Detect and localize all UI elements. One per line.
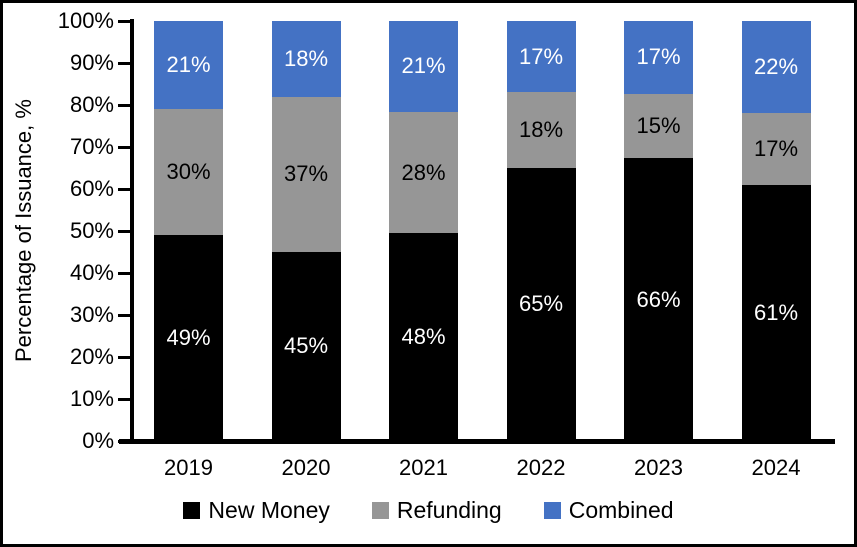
y-tick-label-70-: 70% [69, 134, 114, 159]
data-label-combined-2021: 21% [401, 53, 446, 79]
y-tick-80- [118, 103, 130, 107]
x-label-2023: 2023 [634, 455, 683, 480]
data-label-combined-2024: 22% [753, 54, 799, 80]
data-label-combined-2020: 18% [283, 45, 329, 71]
data-label-refunding-2019: 30% [166, 159, 211, 185]
bar-2020: 18% 37% 45% [271, 21, 341, 441]
segment-new-money-2024: 61% [741, 184, 811, 441]
segment-combined-2021: 21% [389, 21, 458, 112]
segment-combined-2024: 22% [741, 21, 811, 114]
segment-combined-2019: 21% [154, 21, 223, 110]
data-label-new-money-2021: 48% [401, 324, 446, 350]
data-label-refunding-2023: 15% [636, 112, 681, 138]
y-tick-10- [118, 397, 130, 401]
y-tick-100- [118, 19, 130, 23]
data-label-combined-2022: 17% [518, 43, 564, 69]
segment-refunding-2023: 15% [624, 93, 693, 159]
y-tick-40- [118, 271, 130, 275]
segment-new-money-2019: 49% [154, 235, 223, 441]
x-axis-line [119, 439, 835, 444]
bar-2021: 21% 28% 48% [389, 21, 458, 441]
data-label-new-money-2022: 65% [518, 291, 564, 317]
segment-new-money-2023: 66% [624, 158, 693, 441]
data-label-new-money-2019: 49% [166, 325, 211, 351]
legend-label-combined: Combined [568, 497, 674, 523]
y-tick-label-10-: 10% [69, 386, 114, 411]
data-label-refunding-2020: 37% [283, 161, 329, 187]
data-label-refunding-2021: 28% [401, 159, 446, 185]
y-tick-label-40-: 40% [69, 260, 114, 285]
legend-item-combined: Combined [543, 497, 674, 524]
legend-swatch-combined [543, 502, 561, 519]
y-tick-label-0-: 0% [82, 428, 114, 453]
segment-refunding-2021: 28% [389, 111, 458, 234]
segment-new-money-2022: 65% [506, 167, 576, 441]
x-label-2020: 2020 [281, 455, 331, 480]
y-tick-label-90-: 90% [69, 50, 114, 75]
y-tick-60- [118, 187, 130, 191]
segment-refunding-2020: 37% [271, 96, 341, 252]
legend-swatch-refunding [371, 502, 389, 519]
data-label-combined-2019: 21% [166, 52, 211, 78]
data-label-refunding-2022: 18% [518, 117, 564, 143]
y-tick-label-60-: 60% [69, 176, 114, 201]
segment-refunding-2024: 17% [741, 113, 811, 185]
x-label-2024: 2024 [751, 455, 801, 480]
y-tick-label-50-: 50% [69, 218, 114, 243]
segment-combined-2022: 17% [506, 21, 576, 93]
data-label-new-money-2024: 61% [753, 299, 799, 325]
y-tick-label-20-: 20% [69, 344, 114, 369]
x-label-2019: 2019 [164, 455, 213, 480]
segment-refunding-2019: 30% [154, 109, 223, 236]
bar-2022: 17% 18% 65% [506, 21, 576, 441]
legend-label-refunding: Refunding [396, 497, 502, 523]
data-label-new-money-2023: 66% [636, 286, 681, 312]
y-tick-label-80-: 80% [69, 92, 114, 117]
y-tick-30- [118, 313, 130, 317]
y-tick-50- [118, 229, 130, 233]
y-tick-0- [118, 439, 130, 443]
y-tick-20- [118, 355, 130, 359]
legend-item-new-money: New Money [183, 497, 330, 524]
data-label-refunding-2024: 17% [753, 136, 799, 162]
y-tick-90- [118, 61, 130, 65]
y-tick-label-100-: 100% [57, 8, 114, 33]
segment-combined-2023: 17% [624, 21, 693, 94]
bar-2019: 21% 30% 49% [154, 21, 223, 441]
segment-new-money-2021: 48% [389, 233, 458, 441]
segment-new-money-2020: 45% [271, 251, 341, 441]
legend-label-new-money: New Money [208, 497, 330, 523]
data-label-combined-2023: 17% [636, 44, 681, 70]
x-label-2022: 2022 [516, 455, 566, 480]
legend-item-refunding: Refunding [371, 497, 502, 524]
bar-2023: 17% 15% 66% [624, 21, 693, 441]
y-axis-line [130, 19, 134, 444]
data-label-new-money-2020: 45% [283, 333, 329, 359]
segment-refunding-2022: 18% [506, 92, 576, 168]
y-tick-label-30-: 30% [69, 302, 114, 327]
x-label-2021: 2021 [399, 455, 448, 480]
legend: New Money Refunding Combined [3, 497, 854, 524]
bar-2024: 22% 17% 61% [741, 21, 811, 441]
legend-swatch-new-money [183, 502, 201, 519]
segment-combined-2020: 18% [271, 21, 341, 97]
y-tick-70- [118, 145, 130, 149]
